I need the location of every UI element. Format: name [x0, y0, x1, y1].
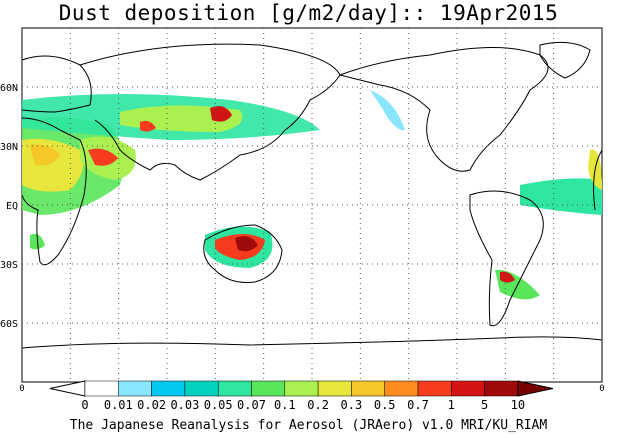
latitude-labels: 60N 30N EQ 30S 60S [0, 83, 18, 330]
gobi-hotspot [140, 120, 156, 132]
colorbar-right-arrow [517, 380, 554, 397]
colorbar-segment [151, 380, 186, 397]
colorbar-left-arrow [49, 380, 86, 397]
colorbar-tick-label: 0.3 [341, 398, 363, 412]
latitude-label: 60S [0, 319, 18, 330]
colorbar-segment [317, 380, 352, 397]
australia-dust-max [235, 236, 258, 252]
colorbar-segment [384, 380, 419, 397]
colorbar-tick-label: 0.1 [274, 398, 296, 412]
colorbar-segment [417, 380, 452, 397]
arabia-dust-core [88, 148, 118, 166]
south-america-coast [469, 190, 544, 327]
australia-coast [203, 224, 283, 283]
frame-edge-label: 0 [19, 384, 24, 394]
patagonia-hotspot [500, 271, 515, 283]
colorbar-segment [217, 380, 252, 397]
colorbar-segment [251, 380, 286, 397]
europe-coast [21, 55, 92, 113]
taklimakan-hotspot [210, 106, 232, 122]
colorbar-tick-label: 0.07 [237, 398, 266, 412]
colorbar-tick-label: 0.2 [307, 398, 329, 412]
sahara-dust-hotspot [30, 144, 60, 166]
greenland-coast [539, 41, 591, 79]
africa-east-coast [593, 149, 603, 211]
colorbar-segment [484, 380, 519, 397]
antarctica-coast [21, 336, 603, 349]
colorbar-tick-label: 0.03 [170, 398, 199, 412]
atlantic-dust-plume [520, 178, 602, 215]
colorbar-tick-label: 1 [448, 398, 455, 412]
colorbar-segment [118, 380, 152, 397]
colorbar-tick-label: 0.7 [407, 398, 429, 412]
colorbar-tick-label: 10 [511, 398, 525, 412]
colorbar-segment [184, 380, 219, 397]
colorbar: 0 0.01 0.02 0.03 0.05 0.07 0.1 0.2 0.3 0.5 0.7 1 5 10… [19, 380, 605, 412]
dust-shading [22, 90, 602, 300]
latitude-label: 30N [0, 142, 18, 153]
asia-coast [79, 43, 341, 181]
colorbar-tick-label: 0.02 [137, 398, 166, 412]
latitude-label: 30S [0, 260, 18, 271]
colorbar-segment [84, 380, 119, 397]
latitude-grid [22, 28, 602, 382]
footer-credit: The Japanese Reanalysis for Aerosol (JRA… [69, 418, 548, 433]
colorbar-tick-label: 0 [81, 398, 88, 412]
frame-edge-label: 0 [599, 384, 604, 394]
latitude-label: 60N [0, 83, 18, 94]
latitude-label: EQ [6, 201, 18, 212]
colorbar-tick-label: 0.5 [374, 398, 396, 412]
coastlines [21, 41, 603, 349]
pacific-dust-plume [370, 90, 405, 131]
colorbar-tick-label: 0.05 [204, 398, 233, 412]
colorbar-segment [351, 380, 385, 397]
colorbar-tick-label: 0.01 [104, 398, 133, 412]
map-title: Dust deposition [g/m2/day]:: 19Apr2015 [58, 1, 559, 25]
colorbar-segment [284, 380, 319, 397]
colorbar-tick-label: 5 [481, 398, 488, 412]
africa-coast [21, 117, 87, 266]
north-america-coast [339, 47, 549, 172]
colorbar-segment [451, 380, 485, 397]
